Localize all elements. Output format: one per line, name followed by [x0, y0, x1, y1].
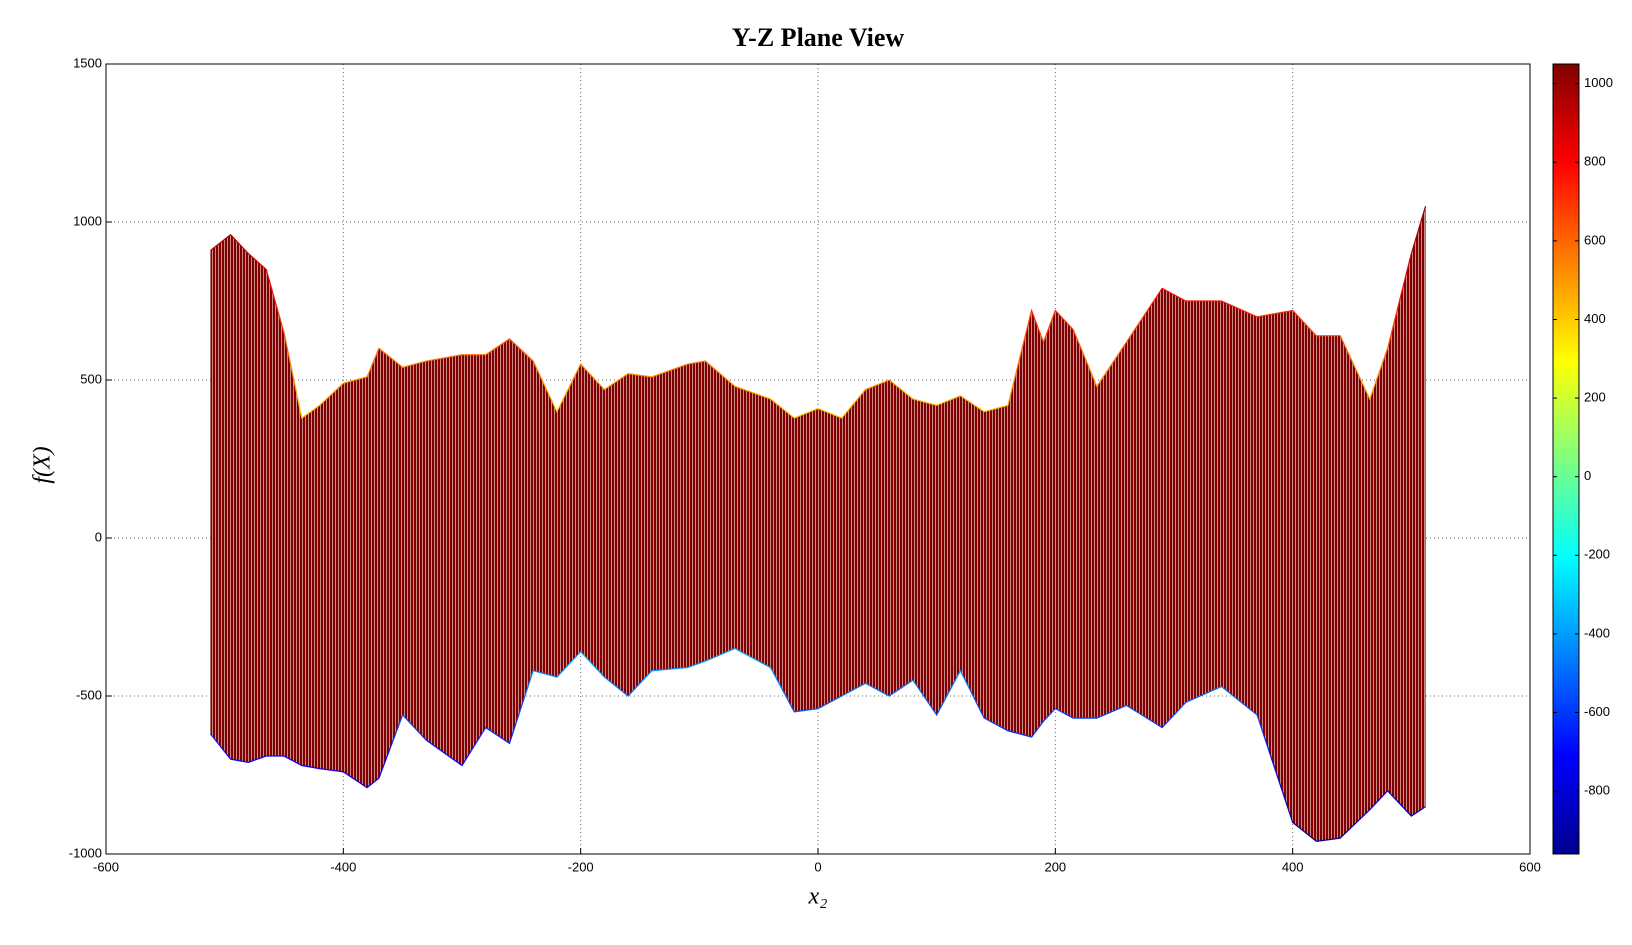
- colorbar: [1552, 63, 1580, 855]
- y-tick-label: 0: [95, 529, 102, 544]
- colorbar-tick-label: -400: [1584, 625, 1610, 640]
- colorbar-tick-label: -600: [1584, 704, 1610, 719]
- y-tick-label: -1000: [69, 845, 102, 860]
- chart-title: Y-Z Plane View: [732, 23, 905, 52]
- colorbar-tick-label: -200: [1584, 547, 1610, 562]
- colorbar-tick-label: 800: [1584, 154, 1606, 169]
- x-tick-label: -200: [568, 859, 594, 874]
- x-tick-label: 600: [1519, 859, 1541, 874]
- x-tick-label: 400: [1282, 859, 1304, 874]
- colorbar-tick-label: 200: [1584, 390, 1606, 405]
- colorbar-tick-label: 1000: [1584, 75, 1613, 90]
- y-axis-label: f(X): [30, 446, 56, 483]
- band-edge: [209, 647, 1426, 842]
- y-tick-label: 500: [80, 371, 102, 386]
- colorbar-tick-label: 0: [1584, 468, 1591, 483]
- colorbar-tick-label: 600: [1584, 232, 1606, 247]
- colorbar-tick-label: -800: [1584, 783, 1610, 798]
- y-tick-label: 1000: [73, 213, 102, 228]
- data-band: [210, 206, 1426, 842]
- x-tick-label: 0: [814, 859, 821, 874]
- y-tick-label: -500: [76, 687, 102, 702]
- colorbar-tick-label: 400: [1584, 311, 1606, 326]
- x-axis-label: x₂: [808, 884, 828, 910]
- axes-frame: [105, 63, 1531, 855]
- x-tick-label: -600: [93, 859, 119, 874]
- band-edge: [210, 206, 1427, 419]
- x-tick-label: 200: [1044, 859, 1066, 874]
- x-tick-label: -400: [330, 859, 356, 874]
- y-tick-label: 1500: [73, 55, 102, 70]
